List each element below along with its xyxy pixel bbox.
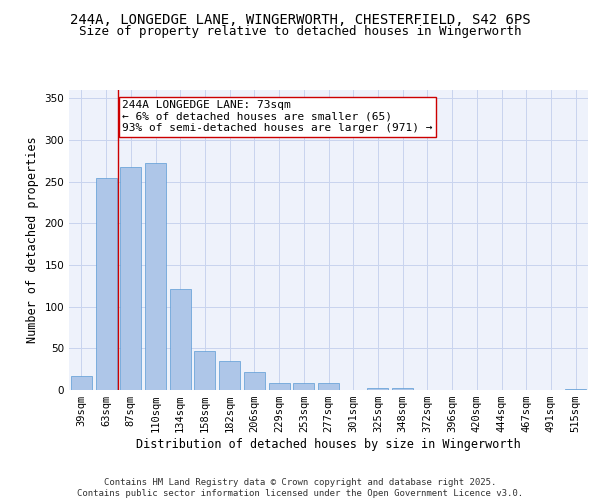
Bar — [120, 166, 141, 390]
Bar — [71, 376, 92, 390]
Bar — [367, 388, 388, 390]
Text: Contains HM Land Registry data © Crown copyright and database right 2025.
Contai: Contains HM Land Registry data © Crown c… — [77, 478, 523, 498]
Bar — [269, 382, 290, 390]
Bar — [565, 389, 586, 390]
Text: 244A, LONGEDGE LANE, WINGERWORTH, CHESTERFIELD, S42 6PS: 244A, LONGEDGE LANE, WINGERWORTH, CHESTE… — [70, 12, 530, 26]
Bar — [194, 351, 215, 390]
Bar — [293, 384, 314, 390]
Bar — [318, 384, 339, 390]
X-axis label: Distribution of detached houses by size in Wingerworth: Distribution of detached houses by size … — [136, 438, 521, 451]
Bar — [145, 162, 166, 390]
Bar — [392, 388, 413, 390]
Bar — [244, 372, 265, 390]
Bar — [170, 289, 191, 390]
Text: Size of property relative to detached houses in Wingerworth: Size of property relative to detached ho… — [79, 25, 521, 38]
Y-axis label: Number of detached properties: Number of detached properties — [26, 136, 39, 344]
Bar — [95, 178, 116, 390]
Text: 244A LONGEDGE LANE: 73sqm
← 6% of detached houses are smaller (65)
93% of semi-d: 244A LONGEDGE LANE: 73sqm ← 6% of detach… — [122, 100, 433, 133]
Bar — [219, 361, 240, 390]
